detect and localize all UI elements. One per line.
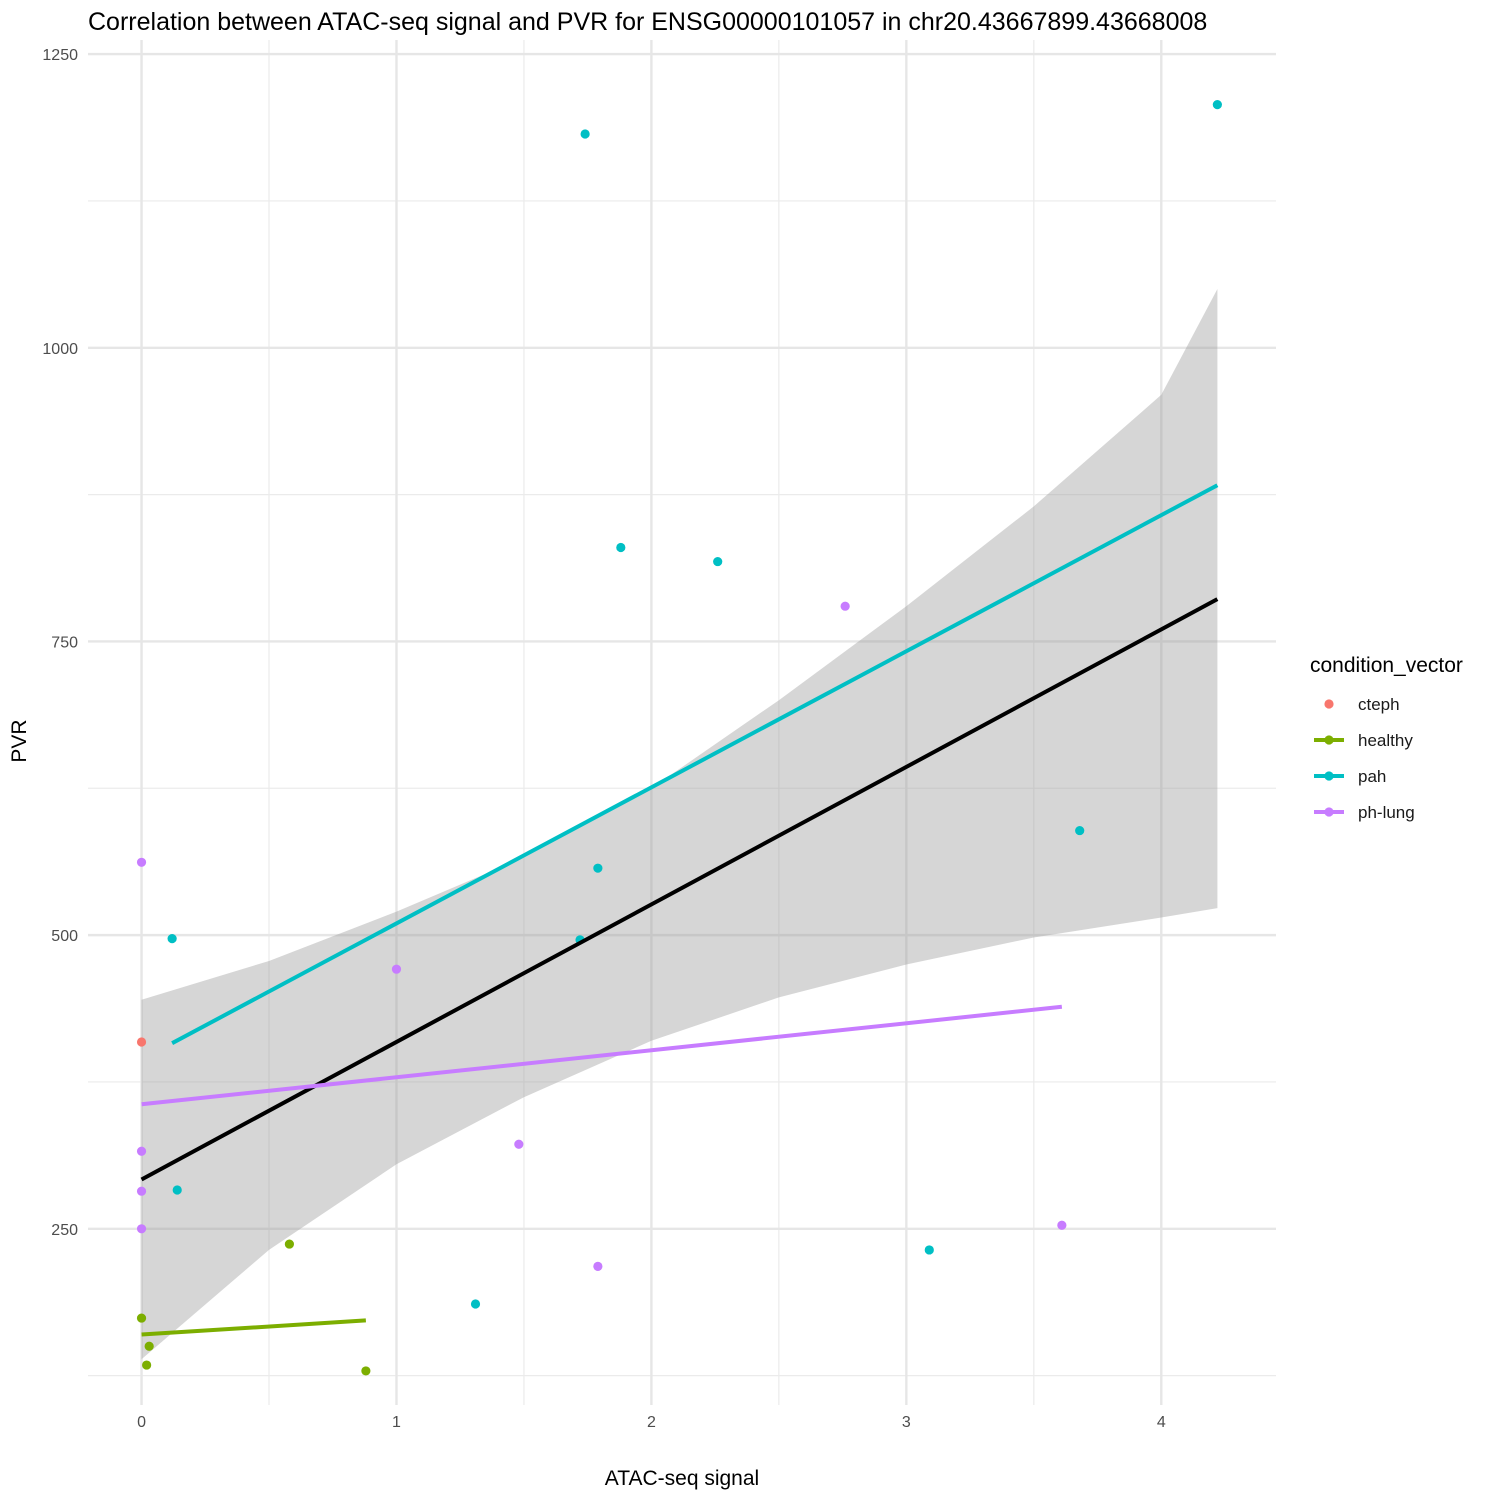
confidence-band-group	[141, 289, 1218, 1360]
data-point-healthy	[142, 1360, 152, 1370]
fit-lines-group	[140, 483, 1219, 1337]
data-point-ph-lung	[136, 1224, 147, 1234]
legend-swatch-pah	[1324, 771, 1334, 781]
legend-item-pah: pah	[1314, 767, 1386, 786]
chart-title: Correlation between ATAC-seq signal and …	[88, 8, 1207, 36]
x-tick-label: 1	[392, 1414, 401, 1431]
y-axis-title: PVR	[8, 719, 31, 762]
legend-label: ph-lung	[1358, 803, 1415, 822]
legend-swatch-cteph	[1324, 699, 1334, 709]
data-point-pah	[470, 1299, 481, 1309]
data-point-pah	[924, 1245, 934, 1255]
axis-ticks-group: 250 500 750 1000 1250 0 1 2 3 4	[42, 47, 1165, 1431]
data-point-healthy	[144, 1341, 154, 1351]
grid-lines	[88, 40, 1276, 1405]
legend-swatch-healthy	[1324, 735, 1334, 745]
legend-item-cteph: cteph	[1324, 695, 1400, 714]
data-point-ph-lung	[391, 964, 402, 974]
legend-title: condition_vector	[1310, 654, 1463, 677]
data-point-pah	[580, 129, 590, 139]
fit-line-healthy	[141, 1318, 367, 1337]
x-tick-label: 3	[902, 1414, 911, 1431]
confidence-band	[141, 289, 1218, 1360]
data-point-ph-lung	[136, 857, 147, 867]
y-tick-label: 1250	[42, 47, 78, 64]
data-point-ph-lung	[840, 601, 850, 611]
data-point-pah	[593, 863, 603, 873]
legend: condition_vector cteph healthy pah ph-lung	[1310, 654, 1463, 822]
data-point-pah	[1212, 100, 1222, 110]
data-point-pah	[167, 934, 177, 944]
data-point-ph-lung	[1057, 1220, 1067, 1230]
data-point-healthy	[284, 1239, 294, 1249]
x-tick-label: 2	[647, 1414, 656, 1431]
data-point-healthy	[361, 1366, 371, 1376]
legend-item-ph-lung: ph-lung	[1314, 803, 1415, 822]
data-point-ph-lung	[136, 1146, 147, 1156]
y-tick-label: 750	[51, 634, 78, 651]
y-tick-label: 500	[51, 928, 78, 945]
legend-label: cteph	[1358, 695, 1400, 714]
data-point-pah	[713, 556, 723, 567]
x-tick-label: 0	[137, 1414, 146, 1431]
fit-line-ph-lung	[141, 1004, 1063, 1107]
data-point-pah	[616, 542, 626, 553]
legend-swatch-ph-lung	[1324, 807, 1334, 817]
x-tick-label: 4	[1157, 1414, 1166, 1431]
x-axis-title: ATAC-seq signal	[605, 1467, 759, 1490]
data-point-ph-lung	[514, 1139, 524, 1149]
fit-line-pah	[171, 483, 1219, 1045]
data-point-pah	[1075, 825, 1085, 836]
legend-item-healthy: healthy	[1314, 731, 1413, 750]
fit-line-overall	[140, 597, 1219, 1182]
data-points-group	[136, 100, 1222, 1376]
y-tick-label: 250	[51, 1222, 78, 1239]
data-point-cteph	[136, 1037, 147, 1047]
data-point-healthy	[136, 1313, 147, 1323]
legend-label: pah	[1358, 767, 1386, 786]
data-point-pah	[172, 1185, 182, 1195]
legend-label: healthy	[1358, 731, 1413, 750]
y-tick-label: 1000	[42, 341, 78, 358]
data-point-ph-lung	[136, 1186, 147, 1196]
data-point-ph-lung	[593, 1261, 603, 1271]
